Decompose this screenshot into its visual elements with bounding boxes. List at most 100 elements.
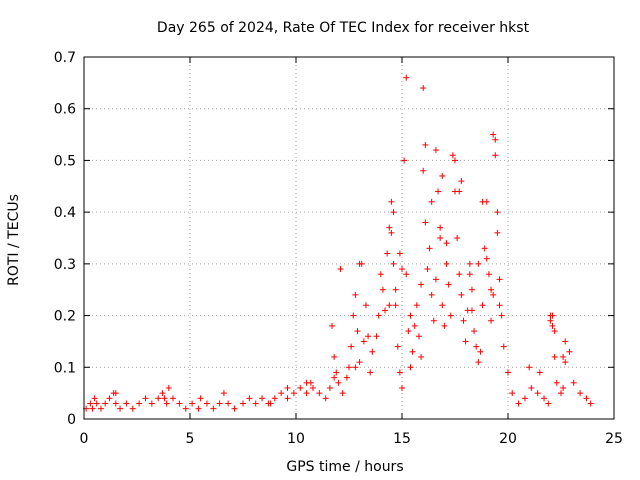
y-tick-label: 0.3 — [54, 257, 76, 273]
data-point — [216, 400, 223, 407]
data-point — [399, 266, 405, 273]
data-point — [148, 400, 155, 407]
data-point — [189, 400, 196, 407]
data-point — [373, 333, 380, 340]
data-point — [426, 245, 433, 252]
data-point — [583, 395, 590, 402]
data-point — [430, 317, 437, 324]
y-tick-label: 0 — [67, 412, 76, 428]
data-point — [220, 390, 227, 397]
data-point — [458, 291, 465, 298]
data-point — [350, 312, 357, 319]
data-point — [382, 307, 389, 314]
data-point — [407, 312, 414, 319]
data-point — [339, 390, 346, 397]
data-point — [422, 141, 429, 148]
data-point — [418, 281, 425, 288]
data-point — [505, 369, 511, 376]
data-point — [460, 317, 467, 324]
data-point — [396, 250, 403, 257]
data-point — [392, 302, 399, 309]
data-point — [415, 333, 422, 340]
data-point — [403, 271, 410, 278]
data-point — [541, 395, 548, 402]
data-point — [93, 400, 100, 407]
y-tick-label: 0.7 — [54, 50, 76, 66]
data-point — [343, 374, 350, 381]
axis-ticks: 0 0.1 0.2 0.3 0.4 0.5 0.6 0.7 0 5 10 15 20 25 — [54, 50, 623, 447]
data-point — [316, 390, 323, 397]
y-axis-label: ROTI / TECUs — [6, 194, 22, 286]
data-point — [142, 395, 149, 402]
data-point — [439, 172, 446, 179]
data-point — [176, 400, 183, 407]
data-point — [384, 250, 391, 257]
data-point — [392, 286, 399, 293]
data-point — [112, 400, 119, 407]
data-point — [396, 369, 403, 376]
data-point — [231, 405, 238, 412]
chart-title: Day 265 of 2024, Rate Of TEC Index for r… — [157, 20, 530, 36]
data-point — [488, 317, 495, 324]
data-point — [326, 384, 333, 391]
data-point — [566, 348, 573, 355]
data-point — [509, 390, 516, 397]
data-point — [498, 312, 505, 319]
data-point — [240, 400, 246, 407]
data-point — [435, 188, 442, 195]
data-point — [267, 400, 274, 407]
y-tick-label: 0.5 — [54, 153, 76, 169]
data-point — [405, 328, 412, 335]
data-point — [360, 338, 367, 345]
data-point — [432, 147, 439, 154]
data-point — [479, 302, 486, 309]
data-point — [394, 343, 401, 350]
data-point — [551, 328, 558, 335]
data-point — [163, 400, 170, 407]
plot-frame — [83, 56, 615, 420]
data-point — [401, 157, 408, 164]
data-point — [462, 338, 469, 345]
data-point — [91, 395, 98, 402]
data-point — [348, 343, 355, 350]
data-point — [475, 359, 482, 366]
data-point — [428, 198, 435, 205]
data-point — [560, 384, 567, 391]
data-point — [587, 400, 594, 407]
data-point — [390, 209, 397, 216]
data-point — [322, 395, 329, 402]
data-point — [407, 364, 414, 371]
data-point — [558, 390, 564, 397]
data-point — [210, 405, 217, 412]
x-tick-label: 15 — [393, 431, 411, 447]
data-point — [418, 353, 425, 360]
data-point — [422, 219, 429, 226]
data-point — [354, 328, 361, 335]
data-point — [165, 384, 172, 391]
data-point — [549, 312, 556, 319]
data-point — [170, 395, 177, 402]
data-point — [441, 322, 448, 329]
data-point — [388, 198, 395, 205]
x-tick-label: 0 — [80, 431, 89, 447]
data-point — [362, 302, 369, 309]
data-point — [456, 271, 463, 278]
data-point — [284, 384, 291, 391]
data-point — [443, 260, 450, 267]
data-point — [488, 286, 495, 293]
data-point — [102, 400, 109, 407]
data-point — [333, 369, 340, 376]
data-point — [97, 405, 104, 412]
data-points — [83, 74, 594, 412]
data-point — [388, 229, 395, 236]
data-point — [136, 400, 143, 407]
data-point — [443, 240, 450, 247]
data-point — [365, 333, 372, 340]
data-point — [521, 395, 528, 402]
data-point — [375, 312, 382, 319]
y-tick-label: 0.6 — [54, 102, 76, 118]
data-point — [413, 302, 420, 309]
data-point — [551, 353, 558, 360]
grid-lines — [84, 57, 614, 419]
